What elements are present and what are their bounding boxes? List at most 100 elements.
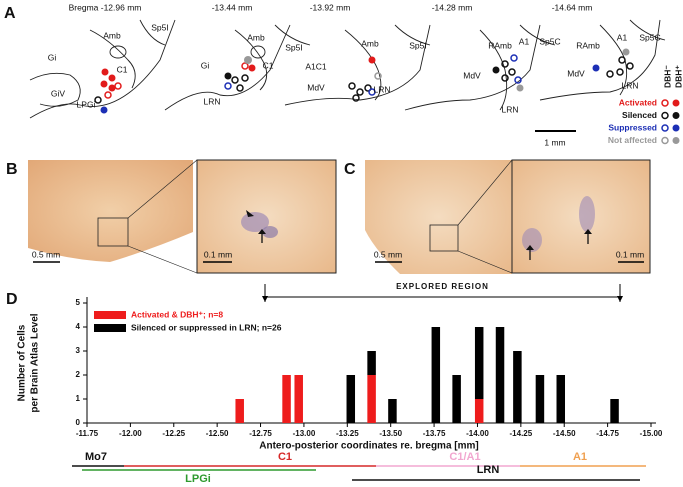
legend-label: Suppressed: [608, 122, 657, 132]
legend-filled: [672, 99, 680, 107]
legend-open: [661, 99, 669, 107]
annotation: EXPLORED REGION: [396, 282, 489, 291]
structure-label: LRN: [373, 84, 390, 94]
legend-label: Activated: [619, 97, 657, 107]
bar: [556, 375, 566, 423]
x-tick-label: -13.75: [423, 429, 446, 438]
chart: 0 1 2 3 4 5 -11.75 -12.00 -12.25 -12.50 -12.75 -13.…: [17, 282, 663, 452]
structure-label: LPGi: [77, 99, 96, 109]
micrograph-c: 0.5 mm 0.1 mm: [365, 159, 651, 274]
structure-label: MdV: [463, 70, 481, 80]
legend-filled: [672, 137, 680, 144]
bar: [474, 399, 484, 423]
x-tick-label: -12.75: [249, 429, 272, 438]
structure-label: Sp5I: [285, 42, 303, 52]
y-tick-label: 4: [76, 322, 81, 331]
panel-label: B: [6, 161, 18, 178]
legend-open: [661, 111, 669, 120]
legend-label: Activated & DBH⁺; n=8: [131, 309, 223, 319]
bar: [367, 351, 376, 375]
bar: [431, 327, 441, 423]
region-label: C1/A1: [449, 451, 480, 463]
structure-label: GiV: [51, 88, 66, 98]
x-tick-label: -13.00: [293, 429, 316, 438]
x-tick-label: -12.50: [206, 429, 229, 438]
x-tick-label: -13.25: [336, 429, 359, 438]
bar: [282, 375, 291, 423]
bar: [367, 375, 376, 423]
scale-label: 0.5 mm: [32, 249, 60, 259]
y-tick-label: 2: [76, 370, 81, 379]
y-tick-label: 5: [76, 298, 81, 307]
y-axis-label: per Brain Atlas Level: [30, 313, 41, 412]
section-title: -13.44 mm: [212, 2, 253, 12]
structure-label: Amb: [103, 30, 121, 40]
structure-label: LRN: [621, 80, 638, 90]
structure-label: Sp5C: [639, 32, 660, 42]
legend-swatch: [94, 324, 126, 332]
structure-label: A1: [617, 32, 628, 42]
structure-label: A1: [519, 36, 530, 46]
legend-open: [661, 124, 669, 132]
x-tick-label: -14.75: [596, 429, 619, 438]
legend-label: Silenced: [622, 110, 657, 120]
legend-label: Silenced or suppressed in LRN; n=26: [131, 322, 282, 332]
arrow-head: [262, 296, 268, 302]
structure-label: LRN: [203, 96, 220, 106]
structure-label: Sp5I: [151, 22, 169, 32]
bar: [513, 351, 522, 423]
scale-label: 0.1 mm: [616, 249, 644, 259]
y-tick-label: 0: [76, 418, 81, 427]
section-title: Bregma -12.96 mm: [69, 2, 142, 12]
structure-label: Amb: [361, 38, 379, 48]
panel-label: A: [4, 5, 16, 22]
y-axis-label: Number of Cells: [17, 324, 28, 401]
bar: [452, 375, 461, 423]
bar: [388, 399, 397, 423]
section-title: -14.64 mm: [552, 2, 593, 12]
panel-label: D: [6, 291, 18, 308]
micrograph-b: 0.5 mm 0.1 mm: [28, 158, 337, 274]
scale-label: 0.5 mm: [374, 249, 402, 259]
legend-column: DBH⁻: [662, 65, 672, 88]
bar: [495, 327, 505, 423]
region-label: C1: [278, 451, 292, 463]
bar: [610, 399, 619, 423]
x-axis-label: Antero-posterior coordinates re. bregma …: [259, 441, 478, 452]
x-tick-label: -14.50: [553, 429, 576, 438]
structure-label: MdV: [567, 68, 585, 78]
legend-open: [661, 136, 669, 145]
structure-label: RAmb: [576, 40, 600, 50]
cell-markers: [94, 48, 634, 114]
legend-filled: [672, 124, 680, 132]
structure-label: C1: [117, 64, 128, 74]
x-tick-label: -11.75: [76, 429, 99, 438]
structure-label: MdV: [307, 82, 325, 92]
region-label: Mo7: [85, 451, 107, 463]
region-label: LPGi: [185, 473, 211, 485]
arrow-head: [617, 296, 623, 302]
structure-label: A1C1: [305, 61, 327, 71]
structure-label: Sp5I: [409, 40, 427, 50]
section-title: -13.92 mm: [310, 2, 351, 12]
panel-label: C: [344, 161, 356, 178]
x-tick-label: -12.00: [119, 429, 142, 438]
y-tick-label: 3: [76, 346, 81, 355]
region-label: A1: [573, 451, 587, 463]
regions: Mo7 C1 C1/A1 A1 LPGi LRN: [72, 451, 646, 485]
x-tick-label: -14.00: [466, 429, 489, 438]
structure-label: RAmb: [488, 40, 512, 50]
region-label: LRN: [477, 464, 500, 476]
scale-label: 0.1 mm: [204, 249, 232, 259]
legend-swatch: [94, 311, 126, 319]
x-tick-label: -14.25: [510, 429, 533, 438]
y-tick-label: 1: [76, 394, 81, 403]
structure-label: Amb: [247, 32, 265, 42]
x-tick-label: -12.25: [162, 429, 185, 438]
structure-label: Gi: [201, 60, 210, 70]
section-title: -14.28 mm: [432, 2, 473, 12]
legend-column: DBH⁺: [673, 65, 683, 88]
bar: [346, 375, 356, 423]
x-tick-label: -13.50: [379, 429, 402, 438]
